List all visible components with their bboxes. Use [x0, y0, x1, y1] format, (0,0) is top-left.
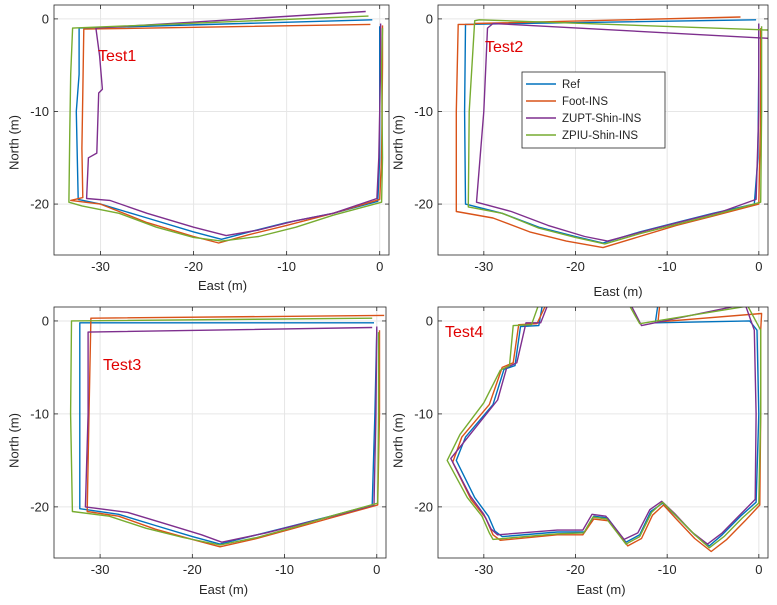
y-tick-label: -20	[414, 499, 433, 514]
x-tick-label: -10	[275, 562, 294, 577]
series-line-zpiu-shin-ins	[68, 15, 384, 242]
y-tick-label: 0	[42, 11, 49, 26]
x-tick-label: -20	[566, 259, 585, 274]
axes-box	[53, 306, 387, 559]
plot-area: -30 -20 -10 0 0 -10 -20	[30, 306, 387, 577]
plot-background	[54, 5, 389, 255]
series-line-zupt-shin-ins	[84, 326, 378, 543]
series-line-zupt-shin-ins	[85, 10, 382, 237]
panel-test1: -30 -20 -10 0 0 -10 -20 East (m) North (m) Test…	[7, 4, 390, 293]
legend-label-zpiu-shin-ins: ZPIU-Shin-INS	[562, 130, 638, 142]
plot-area: -30 -20 -10 0 0 -10 -20	[30, 4, 390, 274]
series-line-zpiu-shin-ins	[69, 317, 380, 546]
y-tick-label: -10	[414, 104, 433, 119]
axes-box	[53, 4, 390, 256]
x-tick-label: -30	[474, 259, 493, 274]
panel-title: Test3	[103, 357, 141, 374]
axes-box	[437, 306, 769, 559]
legend-label-zupt-shin-ins: ZUPT-Shin-INS	[562, 113, 642, 125]
x-tick-label: -20	[183, 562, 202, 577]
axes-box	[437, 4, 769, 256]
ylabel: North (m)	[7, 115, 22, 170]
y-tick-label: -20	[30, 499, 49, 514]
x-tick-label: -20	[566, 562, 585, 577]
y-tick-label: -10	[30, 406, 49, 421]
series-line-foot-ins	[70, 23, 384, 244]
series-line-ref	[75, 19, 381, 240]
panel-test3: -30 -20 -10 0 0 -10 -20 East (m) North (m) Test…	[7, 306, 387, 597]
series-line-zpiu-shin-ins	[467, 19, 768, 245]
plot-area: -30 -20 -10 0 0 -10 -20	[414, 306, 769, 577]
x-tick-label: -20	[184, 259, 203, 274]
xlabel: East (m)	[198, 278, 247, 293]
panel-test2: -30 -20 -10 0 0 -10 -20 East (m) North (m) Test…	[391, 4, 769, 299]
x-tick-label: -10	[658, 562, 677, 577]
y-tick-label: 0	[426, 11, 433, 26]
panel-title: Test2	[485, 39, 523, 56]
x-tick-label: -30	[91, 562, 110, 577]
x-tick-label: -30	[91, 259, 110, 274]
x-tick-label: -10	[658, 259, 677, 274]
series-line-foot-ins	[86, 314, 385, 548]
ylabel: North (m)	[391, 413, 406, 468]
plot-background	[54, 307, 386, 558]
x-tick-label: 0	[755, 562, 762, 577]
x-tick-label: -30	[474, 562, 493, 577]
y-tick-label: -10	[30, 104, 49, 119]
series-lines	[68, 10, 384, 244]
series-line-zupt-shin-ins	[475, 22, 768, 242]
ylabel: North (m)	[7, 413, 22, 468]
y-tick-label: 0	[426, 313, 433, 328]
legend: Ref Foot-INS ZUPT-Shin-INS ZPIU-Shin-INS	[521, 71, 666, 149]
series-line-foot-ins	[455, 16, 762, 249]
series-line-zupt-shin-ins	[450, 307, 757, 545]
y-tick-label: -20	[414, 197, 433, 212]
x-tick-label: -10	[277, 259, 296, 274]
legend-label-foot-ins: Foot-INS	[562, 96, 608, 108]
y-tick-label: -20	[30, 197, 49, 212]
xlabel: East (m)	[576, 582, 625, 597]
x-tick-label: 0	[373, 562, 380, 577]
y-tick-label: -10	[414, 406, 433, 421]
y-tick-label: 0	[42, 313, 49, 328]
series-lines	[69, 314, 385, 548]
legend-label-ref: Ref	[562, 79, 581, 91]
panel-title: Test1	[98, 48, 136, 65]
xlabel: East (m)	[593, 284, 642, 299]
ylabel: North (m)	[391, 115, 406, 170]
panel-title: Test4	[445, 324, 483, 341]
x-tick-label: 0	[755, 259, 762, 274]
panel-test4: -30 -20 -10 0 0 -10 -20 East (m) North (m) Test…	[391, 306, 769, 597]
series-line-zpiu-shin-ins	[446, 307, 762, 549]
xlabel: East (m)	[199, 582, 248, 597]
x-tick-label: 0	[376, 259, 383, 274]
series-lines	[455, 16, 768, 249]
series-lines	[446, 307, 763, 553]
